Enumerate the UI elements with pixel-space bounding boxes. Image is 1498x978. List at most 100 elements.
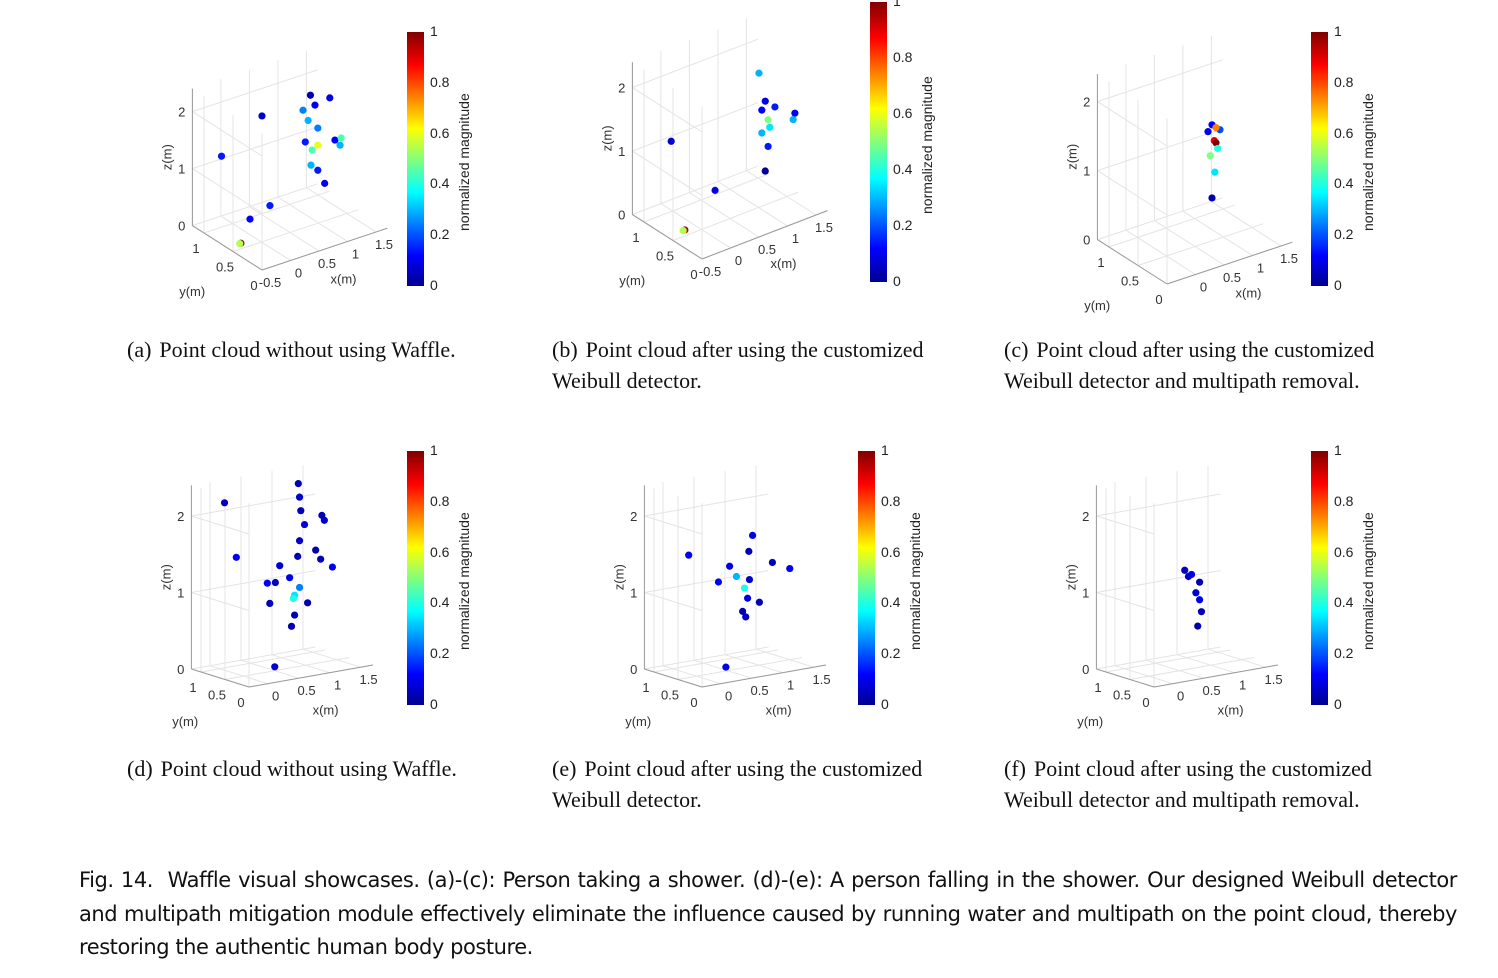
scatter-plots: -0.500.511.500.51012x(m)y(m)z(m)-0.500.5… bbox=[158, 18, 1298, 729]
y-tick-label: 0 bbox=[690, 695, 697, 710]
colorbar-tick-label: 0.4 bbox=[881, 594, 901, 611]
data-point bbox=[300, 520, 309, 529]
data-point bbox=[768, 558, 777, 567]
data-point bbox=[308, 146, 316, 154]
data-point bbox=[317, 555, 325, 563]
grid-line bbox=[653, 649, 779, 673]
data-point bbox=[321, 179, 329, 187]
y-tick-label: 1 bbox=[642, 680, 649, 695]
data-point bbox=[739, 607, 747, 615]
y-axis bbox=[191, 668, 250, 688]
x-tick-label: 0 bbox=[272, 689, 279, 704]
data-point bbox=[748, 531, 757, 540]
data-point bbox=[314, 141, 322, 149]
y-tick-label: 1 bbox=[189, 680, 196, 695]
data-point bbox=[1212, 124, 1220, 132]
colorbar-tick-label: 0.8 bbox=[430, 73, 450, 90]
data-point bbox=[295, 493, 304, 501]
x-tick-label: 0.5 bbox=[1203, 683, 1221, 698]
grid-line bbox=[632, 38, 758, 89]
grid-line bbox=[644, 515, 703, 535]
data-point bbox=[1214, 144, 1222, 153]
data-point bbox=[786, 564, 794, 573]
grid-line bbox=[224, 657, 350, 680]
x-tick-label: 0 bbox=[725, 689, 732, 704]
data-point bbox=[1196, 578, 1204, 586]
x-tick-label: 0.5 bbox=[318, 256, 336, 271]
colorbar bbox=[870, 2, 887, 282]
y-axis bbox=[1096, 668, 1155, 688]
y-axis-label: y(m) bbox=[619, 273, 645, 288]
z-tick-label: 0 bbox=[177, 662, 184, 677]
data-point bbox=[755, 598, 763, 606]
y-tick-label: 0 bbox=[237, 695, 244, 710]
subcaption-label: (a) bbox=[127, 337, 152, 362]
z-tick-label: 2 bbox=[630, 509, 637, 524]
colorbar-tick-label: 0.6 bbox=[430, 543, 450, 560]
data-point bbox=[312, 546, 320, 554]
z-tick-label: 2 bbox=[618, 81, 625, 96]
colorbar-tick-label: 0.2 bbox=[1334, 645, 1354, 662]
x-axis bbox=[1166, 241, 1293, 285]
x-axis-label: x(m) bbox=[771, 256, 797, 271]
data-point bbox=[336, 141, 344, 149]
grid-line bbox=[1182, 210, 1253, 256]
z-tick-label: 0 bbox=[618, 208, 625, 223]
data-point bbox=[232, 553, 240, 561]
colorbar-tick-label: 0.6 bbox=[1334, 124, 1354, 141]
y-tick-label: 0.5 bbox=[1113, 688, 1131, 703]
y-tick-label: 0.5 bbox=[1121, 274, 1139, 289]
data-point bbox=[295, 583, 304, 592]
data-point bbox=[301, 138, 309, 146]
grid-line bbox=[1097, 59, 1223, 103]
grid-line bbox=[220, 215, 291, 261]
data-point bbox=[1212, 139, 1220, 147]
subcaption-text: Point cloud without using Waffle. bbox=[159, 337, 456, 362]
z-axis-label: z(m) bbox=[1064, 144, 1079, 170]
data-point bbox=[331, 136, 339, 144]
y-tick-label: 0.5 bbox=[216, 260, 234, 275]
z-tick-label: 1 bbox=[177, 586, 184, 601]
x-axis bbox=[701, 210, 828, 260]
data-point bbox=[314, 124, 322, 132]
y-axis bbox=[644, 668, 703, 688]
data-point bbox=[711, 186, 719, 194]
colorbar-tick-label: 1 bbox=[430, 442, 438, 458]
y-tick-label: 0.5 bbox=[661, 688, 679, 703]
z-tick-label: 0 bbox=[178, 219, 185, 234]
grid-line bbox=[192, 111, 263, 157]
data-point bbox=[1197, 608, 1206, 616]
subcaption-text: Point cloud after using the customized W… bbox=[552, 756, 923, 812]
colorbar-label: normalized magnitude bbox=[919, 76, 935, 214]
y-axis bbox=[192, 225, 263, 271]
subcaption-text: Point cloud without using Waffle. bbox=[160, 756, 457, 781]
colorbar-tick-label: 1 bbox=[1334, 23, 1342, 39]
grid-line bbox=[1097, 197, 1223, 241]
x-axis bbox=[261, 227, 388, 271]
x-tick-label: 1 bbox=[1257, 261, 1264, 276]
grid-line bbox=[191, 493, 316, 517]
y-tick-label: 0.5 bbox=[656, 249, 674, 264]
grid-line bbox=[1096, 570, 1221, 593]
z-tick-label: 1 bbox=[1083, 164, 1090, 179]
colorbar-tick-label: 0.4 bbox=[430, 594, 450, 611]
figure-caption: Fig. 14. Waffle visual showcases. (a)-(c… bbox=[79, 864, 1457, 965]
data-point bbox=[286, 574, 294, 582]
data-point bbox=[291, 611, 299, 619]
colorbar-tick-label: 0.6 bbox=[881, 543, 901, 560]
data-point bbox=[740, 584, 749, 592]
colorbar-tick-label: 0.2 bbox=[893, 217, 913, 233]
data-point bbox=[789, 116, 797, 124]
x-tick-label: 0.5 bbox=[1223, 270, 1241, 285]
y-tick-label: 0 bbox=[250, 278, 257, 293]
z-tick-label: 1 bbox=[178, 162, 185, 177]
y-axis-label: y(m) bbox=[625, 714, 651, 729]
colorbar-label: normalized magnitude bbox=[456, 93, 472, 231]
data-point bbox=[276, 562, 284, 570]
colorbar-tick-label: 0 bbox=[1334, 696, 1342, 712]
